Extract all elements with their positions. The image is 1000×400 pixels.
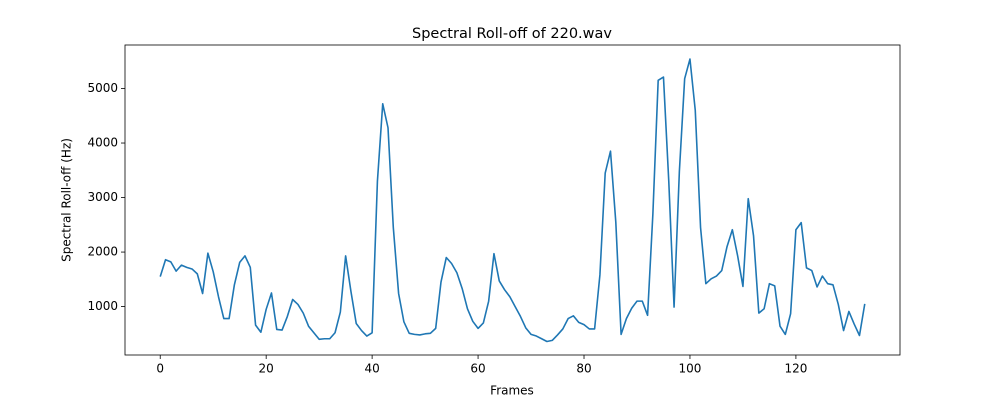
y-tick-label: 1000 — [87, 299, 118, 313]
x-tick-label: 120 — [784, 362, 807, 376]
x-axis-label: Frames — [490, 384, 534, 398]
y-tick-label: 3000 — [87, 190, 118, 204]
y-tick-label: 4000 — [87, 136, 118, 150]
axes-frame — [124, 44, 901, 356]
x-tick-label: 60 — [470, 362, 485, 376]
x-tick-label: 0 — [156, 362, 164, 376]
x-tick-label: 40 — [364, 362, 379, 376]
x-tick-label: 100 — [679, 362, 702, 376]
y-axis-label: Spectral Roll-off (Hz) — [60, 138, 74, 262]
x-tick-label: 80 — [576, 362, 591, 376]
chart-title: Spectral Roll-off of 220.wav — [412, 26, 612, 42]
x-tick-label: 20 — [259, 362, 274, 376]
data-line — [159, 58, 866, 343]
y-tick-label: 5000 — [87, 81, 118, 95]
y-tick-label: 2000 — [87, 245, 118, 259]
